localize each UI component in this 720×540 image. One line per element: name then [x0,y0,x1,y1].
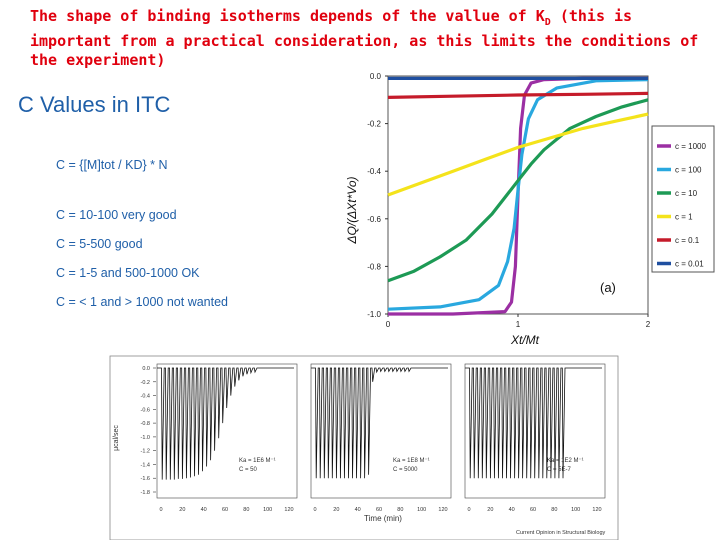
c-rule-not-wanted: C = < 1 and > 1000 not wanted [56,295,229,309]
x-axis-label: Xt/Mt [510,333,540,347]
itc-x-tick-label: 80 [551,507,557,513]
thermogram-x-label: Time (min) [364,514,402,523]
y-tick-label: -0.6 [367,215,381,224]
itc-x-tick-label: 40 [355,507,361,513]
itc-x-tick-label: 40 [509,507,515,513]
y-tick-label: -0.4 [367,167,381,176]
itc-x-tick-label: 0 [467,507,470,513]
itc-x-tick-label: 100 [571,507,580,513]
itc-y-tick-label: -1.8 [141,490,150,496]
slide-title: The shape of binding isotherms depends o… [30,7,699,69]
itc-x-tick-label: 20 [179,507,185,513]
thermogram-y-label: μcal/sec [113,425,120,451]
itc-trace [465,367,602,479]
itc-x-tick-label: 60 [222,507,228,513]
series-line [387,78,649,311]
c-rule-good: C = 5-500 good [56,237,143,251]
legend-label: c = 100 [675,166,702,175]
x-tick-label: 0 [386,320,391,329]
itc-x-tick-label: 40 [201,507,207,513]
itc-y-tick-label: -1.6 [141,476,150,482]
c-annotation: C = 5E-7 [547,467,572,473]
legend-box [651,125,715,273]
ka-annotation: Ka = 1E2 M⁻¹ [547,458,584,464]
itc-x-tick-label: 80 [243,507,249,513]
itc-panel: 0 20 40 60 80 100 120 Ka = 1E6 M⁻¹ C = 50 [156,363,298,513]
c-rule-very-good: C = 10-100 very good [56,208,177,222]
itc-trace [311,367,448,479]
itc-panel: 0 20 40 60 80 100 120 Ka = 1E2 M⁻¹ C = 5E-7 [464,363,606,513]
itc-x-tick-label: 60 [376,507,382,513]
series-line [387,91,649,99]
itc-x-tick-label: 60 [530,507,536,513]
itc-y-tick-label: -0.2 [141,380,150,386]
itc-heading: C Values in ITC [18,92,171,117]
legend-label: c = 1 [675,213,693,222]
itc-y-tick-label: -1.4 [141,462,150,468]
itc-x-tick-label: 120 [284,507,293,513]
y-tick-label: -1.0 [367,310,381,319]
itc-y-tick-label: -0.4 [141,394,150,400]
itc-x-tick-label: 100 [417,507,426,513]
c-annotation: C = 5000 [393,467,418,473]
itc-y-tick-label: 0.0 [142,366,150,372]
legend-label: c = 10 [675,189,698,198]
x-tick-label: 1 [516,320,521,329]
ka-annotation: Ka = 1E6 M⁻¹ [239,458,276,464]
y-tick-label: 0.0 [370,72,382,81]
legend-label: c = 1000 [675,142,706,151]
itc-x-tick-label: 20 [333,507,339,513]
itc-x-tick-label: 20 [487,507,493,513]
itc-y-tick-label: -0.6 [141,407,150,413]
itc-trace [157,367,294,480]
itc-x-tick-label: 0 [313,507,316,513]
y-axis-label: ΔQ/(ΔXt*Vo) [345,176,359,244]
panel-label: (a) [600,280,616,295]
itc-x-tick-label: 120 [438,507,447,513]
itc-x-tick-label: 0 [159,507,162,513]
legend-label: c = 0.01 [675,260,704,269]
c-rule-ok: C = 1-5 and 500-1000 OK [56,266,200,280]
source-caption: Current Opinion in Structural Biology [516,530,606,536]
legend-label: c = 0.1 [675,236,700,245]
itc-y-tick-label: -1.0 [141,435,150,441]
itc-x-tick-label: 80 [397,507,403,513]
itc-y-tick-label: -0.8 [141,421,150,427]
series-line [387,112,649,197]
x-tick-label: 2 [646,320,651,329]
itc-x-tick-label: 120 [592,507,601,513]
series-line [387,98,649,283]
y-tick-label: -0.8 [367,262,381,271]
ka-annotation: Ka = 1E8 M⁻¹ [393,458,430,464]
c-annotation: C = 50 [239,467,258,473]
y-tick-label: -0.2 [367,120,381,129]
itc-panel: 0 20 40 60 80 100 120 Ka = 1E8 M⁻¹ C = 5000 [310,363,452,513]
itc-y-tick-label: -1.2 [141,449,150,455]
c-formula: C = {[M]tot / KD} * N [56,158,168,172]
itc-x-tick-label: 100 [263,507,272,513]
